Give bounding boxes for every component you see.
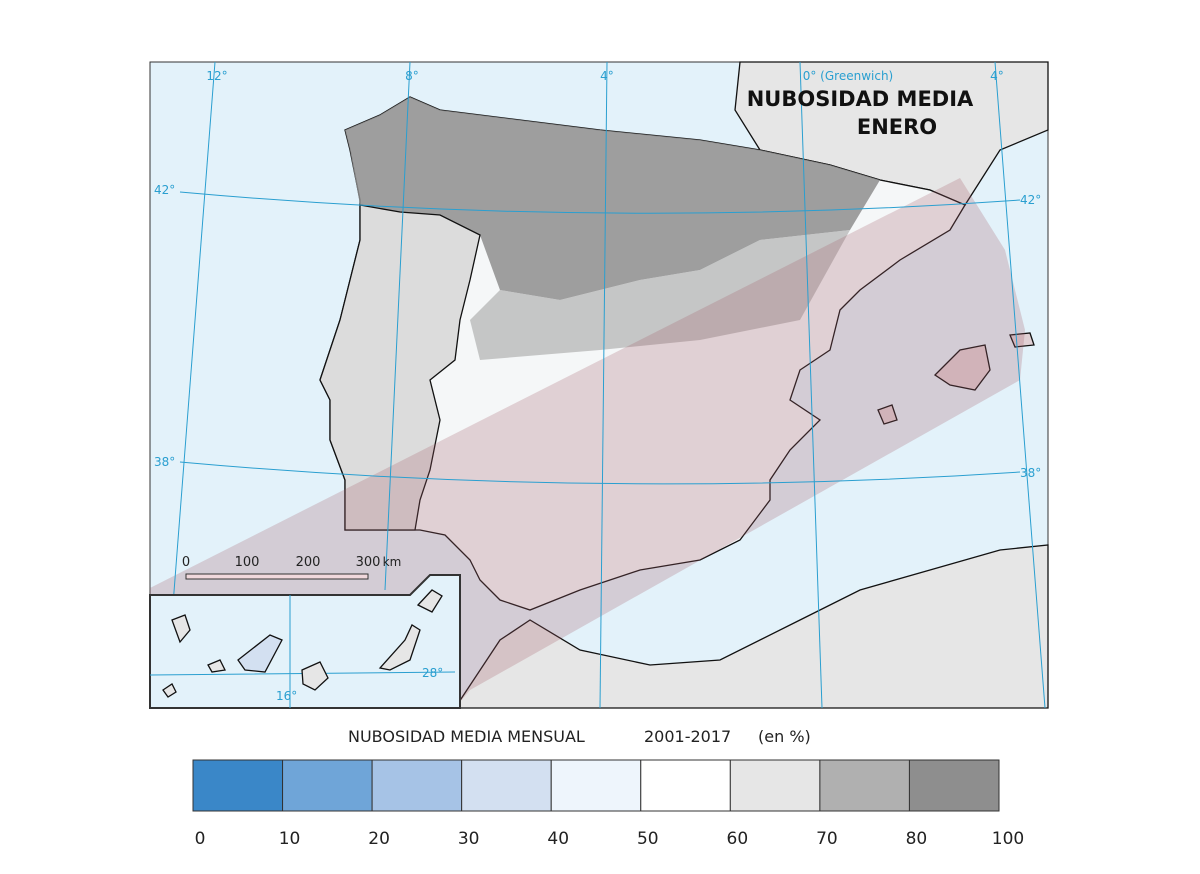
island bbox=[162, 683, 177, 698]
legend-tick: 60 bbox=[727, 829, 749, 849]
legend-tick: 20 bbox=[368, 829, 390, 849]
cloud-high bbox=[345, 97, 880, 300]
graticule-label: 8° bbox=[405, 69, 419, 83]
portugal bbox=[319, 204, 481, 531]
scale-bar-rect bbox=[185, 573, 369, 580]
mallorca bbox=[933, 344, 991, 391]
legend-swatch bbox=[461, 759, 552, 812]
scale-label: 300 bbox=[356, 555, 381, 570]
legend-tick: 10 bbox=[279, 829, 301, 849]
africa bbox=[453, 544, 1049, 709]
band-overlay bbox=[150, 178, 1025, 708]
island bbox=[237, 634, 283, 673]
graticule-label: 0° (Greenwich) bbox=[803, 69, 894, 83]
scale-label: 0 bbox=[182, 555, 190, 570]
legend-swatch bbox=[908, 759, 1000, 812]
legend-swatch bbox=[282, 759, 373, 812]
island bbox=[416, 589, 443, 613]
ibiza bbox=[877, 404, 898, 425]
island bbox=[171, 614, 191, 644]
graticule-label: 38° bbox=[1020, 466, 1041, 480]
legend-tick: 50 bbox=[637, 829, 659, 849]
legend-tick: 30 bbox=[458, 829, 480, 849]
scale-label: 200 bbox=[296, 555, 321, 570]
legend: NUBOSIDAD MEDIA MENSUAL 2001-2017 (en %)… bbox=[192, 727, 1024, 849]
legend-tick: 70 bbox=[816, 829, 838, 849]
legend-period: 2001-2017 bbox=[644, 727, 731, 746]
graticule-label: 42° bbox=[154, 183, 175, 197]
graticule-label: 38° bbox=[154, 455, 175, 469]
legend-unit: (en %) bbox=[758, 727, 811, 746]
graticule-label: 28° bbox=[422, 666, 443, 680]
island bbox=[207, 659, 226, 673]
legend-swatch bbox=[819, 759, 910, 812]
parallel bbox=[179, 191, 1021, 214]
meridian bbox=[599, 61, 608, 709]
legend-swatch bbox=[550, 759, 642, 812]
legend-swatch bbox=[729, 759, 821, 812]
scale-label: 100 bbox=[235, 555, 260, 570]
legend-swatch bbox=[640, 759, 731, 812]
graticule-label: 16° bbox=[276, 689, 297, 703]
island bbox=[301, 661, 329, 691]
cloud-mid bbox=[470, 230, 850, 360]
legend-tick: 0 bbox=[195, 829, 206, 849]
parallel bbox=[179, 461, 1021, 485]
map-title: ENERO bbox=[857, 115, 937, 139]
legend-tick: 80 bbox=[906, 829, 928, 849]
map-title: NUBOSIDAD MEDIA bbox=[747, 87, 974, 111]
graticule bbox=[164, 61, 1046, 709]
meridian bbox=[994, 61, 1046, 709]
meridian bbox=[384, 61, 411, 591]
legend-title: NUBOSIDAD MEDIA MENSUAL bbox=[348, 727, 585, 746]
canary-inset: 28° 16° bbox=[149, 574, 461, 709]
inset-frame bbox=[149, 574, 461, 709]
map: 12° 8° 4° 0° (Greenwich) 4° 42° 42° 38° … bbox=[149, 61, 1049, 709]
graticule-label: 4° bbox=[600, 69, 614, 83]
legend-swatch bbox=[371, 759, 463, 812]
graticule-label: 12° bbox=[206, 69, 227, 83]
island bbox=[378, 624, 421, 671]
meridian bbox=[799, 61, 823, 709]
graticule-label: 4° bbox=[990, 69, 1004, 83]
scale-bar: 0 100 200 300 km bbox=[182, 555, 402, 580]
graticule-label: 42° bbox=[1020, 193, 1041, 207]
scale-label: km bbox=[383, 555, 402, 569]
legend-swatch bbox=[192, 759, 284, 812]
legend-tick: 100 bbox=[992, 829, 1024, 849]
legend-tick: 40 bbox=[547, 829, 569, 849]
